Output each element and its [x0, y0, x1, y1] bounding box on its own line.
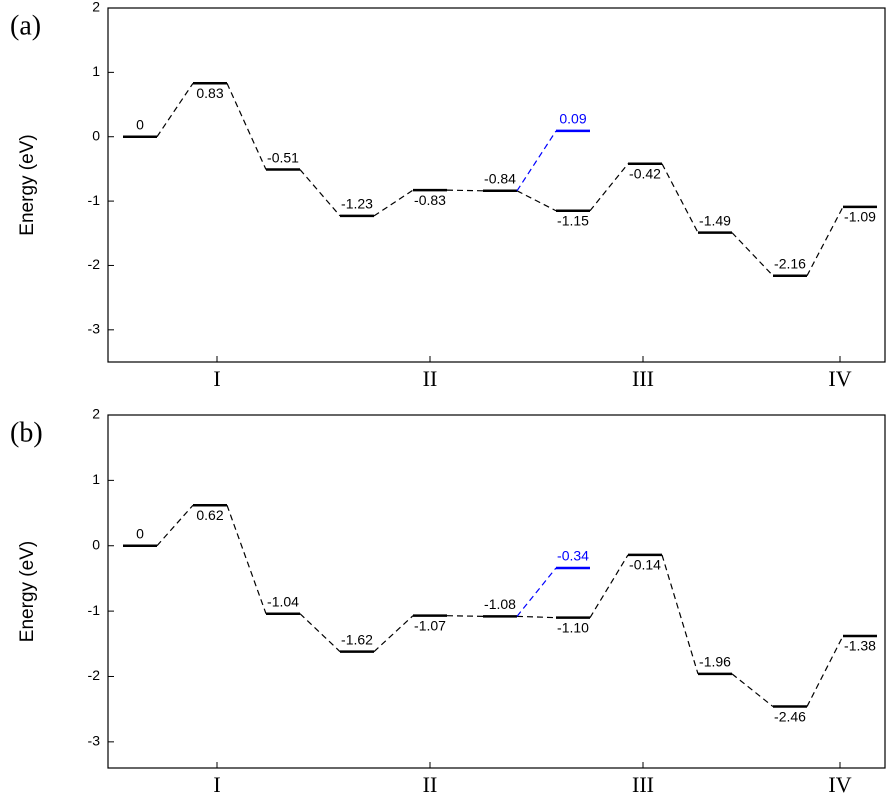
chart: (a)Energy (eV)-3-2-1012IIIIIIIV00.83-0.5…: [0, 0, 886, 798]
connector: [300, 170, 340, 216]
y-tick-label: -1: [88, 192, 101, 208]
level-label: -1.10: [557, 619, 589, 635]
connector: [590, 164, 628, 211]
level-label: -0.51: [267, 149, 299, 165]
plot-frame: [108, 415, 885, 768]
connector: [662, 555, 698, 674]
connector: [157, 83, 193, 136]
connector: [732, 233, 773, 276]
level-label: -1.07: [414, 617, 446, 633]
y-tick-label: 0: [92, 536, 100, 552]
level-label: -2.46: [774, 708, 806, 724]
y-tick-label: -1: [88, 602, 101, 618]
x-tick-label: I: [213, 772, 220, 797]
connector: [374, 190, 413, 216]
connector: [517, 568, 556, 616]
y-tick-label: -2: [88, 667, 101, 683]
level-label: -0.42: [629, 165, 661, 181]
level-label: 0.62: [196, 507, 223, 523]
level-label: -0.14: [629, 557, 661, 573]
level-label: -0.84: [484, 170, 516, 186]
connector: [157, 505, 193, 546]
connector: [227, 505, 266, 614]
level-label: 0.83: [196, 85, 223, 101]
level-label: -1.96: [699, 654, 731, 670]
connector: [662, 164, 698, 233]
panel-label: (a): [10, 10, 41, 41]
connector: [807, 207, 843, 276]
level-label: 0: [136, 525, 144, 541]
level-label: -1.09: [844, 209, 876, 225]
level-label: -1.15: [557, 212, 589, 228]
connector: [374, 616, 413, 652]
level-label: -0.83: [414, 192, 446, 208]
x-tick-label: I: [213, 366, 220, 391]
connector: [447, 190, 483, 191]
level-label: -2.16: [774, 255, 806, 271]
y-tick-label: 0: [92, 127, 100, 143]
y-tick-label: -3: [88, 321, 101, 337]
level-label: -1.38: [844, 638, 876, 654]
panel-label: (b): [10, 417, 43, 448]
level-label: -1.04: [267, 593, 299, 609]
level-label: -1.23: [341, 196, 373, 212]
y-tick-label: -3: [88, 733, 101, 749]
x-tick-label: IV: [828, 366, 851, 391]
level-label: -1.49: [699, 212, 731, 228]
connector: [590, 555, 628, 618]
x-tick-label: III: [632, 366, 654, 391]
y-tick-label: 2: [92, 406, 100, 422]
y-axis-label: Energy (eV): [17, 541, 38, 642]
connector: [807, 636, 843, 707]
y-tick-label: 2: [92, 0, 100, 15]
x-tick-label: II: [423, 772, 438, 797]
connector: [732, 674, 773, 707]
level-label: 0: [136, 116, 144, 132]
connector: [227, 83, 266, 169]
x-tick-label: II: [423, 366, 438, 391]
y-axis-label: Energy (eV): [17, 134, 38, 235]
level-label: 0.09: [559, 111, 586, 127]
page: (a)Energy (eV)-3-2-1012IIIIIIIV00.83-0.5…: [0, 0, 886, 798]
x-tick-label: III: [632, 772, 654, 797]
connector: [517, 131, 556, 191]
connector: [447, 616, 483, 617]
y-tick-label: 1: [92, 471, 100, 487]
y-tick-label: 1: [92, 63, 100, 79]
level-label: -0.34: [557, 548, 589, 564]
level-label: -1.62: [341, 631, 373, 647]
connector: [517, 191, 556, 211]
connector: [300, 614, 340, 652]
x-tick-label: IV: [828, 772, 851, 797]
connector: [517, 616, 556, 617]
y-tick-label: -2: [88, 256, 101, 272]
level-label: -1.08: [484, 596, 516, 612]
